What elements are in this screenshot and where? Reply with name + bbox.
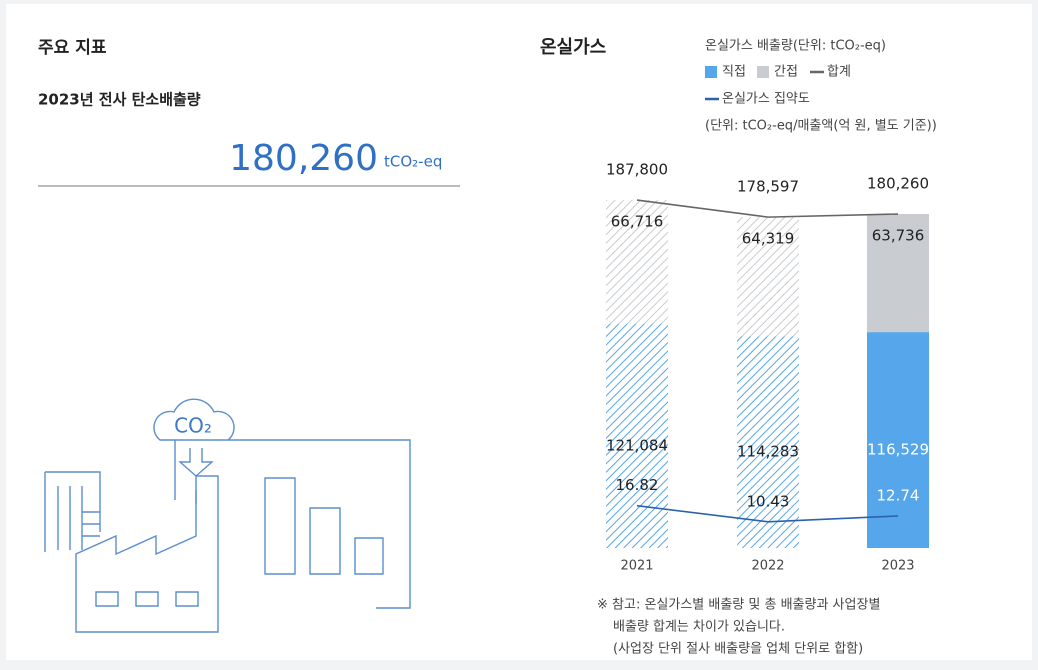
- legend-swatch: [757, 66, 769, 78]
- value-label: 64,319: [742, 230, 795, 248]
- legend-subtitle: (단위: tCO₂-eq/매출액(억 원, 별도 기준)): [705, 119, 937, 134]
- legend-label: 직접: [722, 65, 746, 80]
- value-label: 121,084: [606, 436, 668, 454]
- note: ※ 참고: 온실가스별 배출량 및 총 배출량과 사업장별: [597, 598, 880, 613]
- x-tick-label: 2021: [620, 559, 653, 574]
- line: [636, 199, 899, 218]
- bar-segment: [737, 217, 799, 337]
- bar-segment: [606, 200, 668, 324]
- line-label: 187,800: [606, 161, 668, 179]
- line-label: 178,597: [737, 178, 799, 196]
- line: [636, 504, 899, 523]
- bar-segment: [867, 214, 929, 333]
- value-label: 66,716: [611, 213, 664, 231]
- summary-unit: tCO₂-eq: [384, 153, 442, 171]
- line-label: 16.82: [616, 476, 659, 494]
- panel: [6, 4, 1032, 660]
- section-title: 주요 지표: [38, 38, 107, 58]
- factory-illustration: [44, 398, 411, 633]
- note: 배출량 합계는 차이가 있습니다.: [613, 620, 785, 635]
- value-label: 116,529: [867, 441, 929, 459]
- legend-label: 온실가스 집약도: [722, 92, 810, 107]
- line-label: 12.74: [877, 486, 920, 504]
- legend-swatch: [705, 66, 717, 78]
- line-label: 10.43: [747, 492, 790, 510]
- x-tick-label: 2023: [881, 559, 914, 574]
- summary-label: 2023년 전사 탄소배출량: [38, 91, 201, 109]
- bar-segment: [606, 323, 668, 548]
- legend-label: 간접: [774, 65, 798, 80]
- value-label: 63,736: [872, 227, 925, 245]
- note: (사업장 단위 절사 배출량을 업체 단위로 합함): [613, 642, 863, 657]
- bar-segment: [867, 332, 929, 548]
- legend-title: 온실가스 배출량(단위: tCO₂-eq): [705, 39, 886, 54]
- line-label: 180,260: [867, 175, 929, 193]
- x-tick-label: 2022: [751, 559, 784, 574]
- value-label: 114,283: [737, 443, 799, 461]
- summary-value: 180,260: [229, 138, 378, 179]
- chart-title: 온실가스: [540, 37, 606, 58]
- illustration-label: CO₂: [174, 414, 212, 438]
- bar-segment: [737, 336, 799, 548]
- legend-label: 합계: [827, 65, 851, 80]
